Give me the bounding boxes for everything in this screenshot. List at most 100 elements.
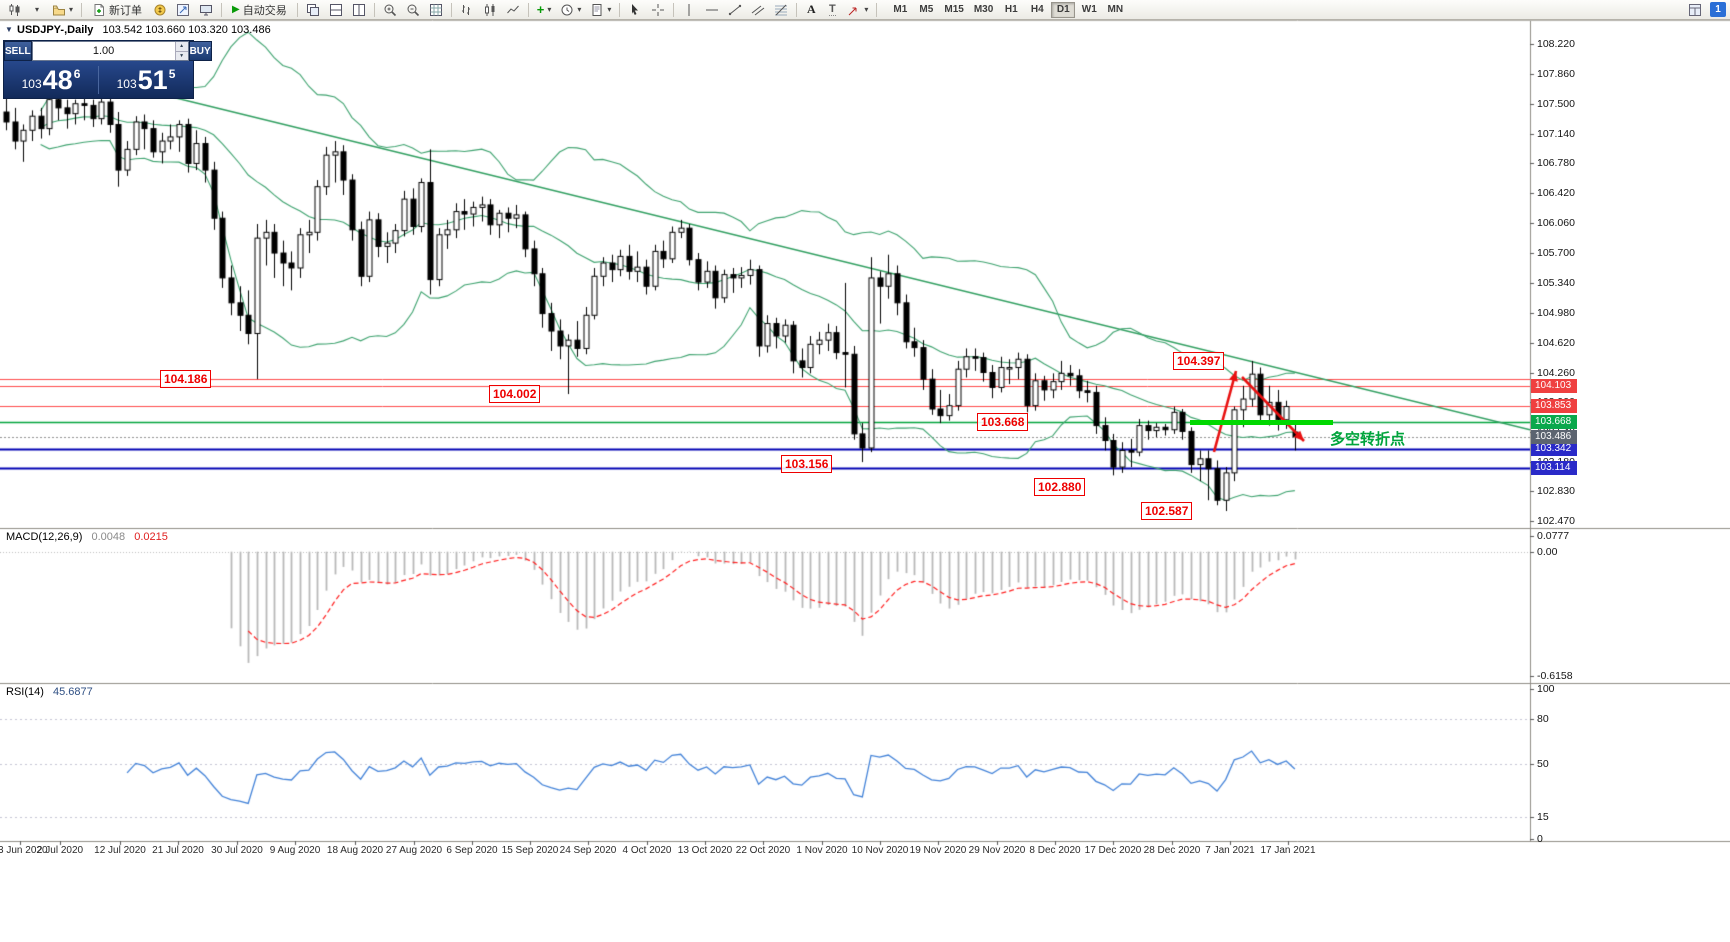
time-axis-label: 22 Oct 2020 (735, 845, 791, 856)
trendline-tool[interactable] (724, 1, 746, 19)
timeframe-button-m5[interactable]: M5 (919, 4, 934, 15)
terminal-button[interactable] (195, 1, 217, 19)
volume-up-icon[interactable]: ▲ (175, 42, 188, 52)
time-axis-label: 1 Nov 2020 (796, 845, 848, 856)
horizontal-line-tool[interactable] (701, 1, 723, 19)
price-axis-label: 106.060 (1537, 217, 1575, 230)
rsi-level-label: 15 (1537, 810, 1549, 823)
chart-symbol-header: USDJPY-,Daily 103.542 103.660 103.320 10… (17, 24, 271, 36)
rsi-level-label: 100 (1537, 683, 1555, 695)
timeframe-button-m15[interactable]: M15 (944, 4, 964, 15)
arrows-tool-button[interactable]: ▾ (843, 1, 872, 19)
price-annotation[interactable]: 104.002 (489, 384, 541, 403)
notification-badge[interactable]: 1 (1710, 2, 1726, 17)
price-level-tag: 103.342 (1531, 441, 1577, 456)
price-annotation[interactable]: 104.397 (1173, 352, 1225, 371)
add-indicator-button[interactable]: + ▾ (533, 1, 556, 19)
indicators-list-button[interactable] (425, 1, 447, 19)
buy-price-display[interactable]: 103 51 5 (99, 65, 193, 95)
rsi-indicator-header: RSI(14) 45.6877 (6, 686, 93, 698)
chevron-down-icon: ▾ (577, 4, 582, 14)
line-chart-mode-button[interactable] (502, 1, 524, 19)
price-level-tag: 103.668 (1531, 414, 1577, 429)
auto-trading-button[interactable]: ▶ 自动交易 (226, 1, 293, 19)
sell-price-display[interactable]: 103 48 6 (4, 65, 98, 95)
price-annotation[interactable]: 104.186 (160, 369, 212, 388)
tile-vertical-button[interactable] (348, 1, 370, 19)
auto-trading-label: 自动交易 (242, 4, 287, 17)
bar-chart-mode-button[interactable] (456, 1, 478, 19)
vertical-line-tool[interactable] (678, 1, 700, 19)
timeframe-button-m1[interactable]: M1 (893, 4, 908, 15)
ohlc-values: 103.542 103.660 103.320 103.486 (102, 24, 271, 36)
toolbar-separator (373, 2, 375, 17)
time-axis-label: 15 Sep 2020 (501, 845, 559, 856)
time-axis-label: 27 Aug 2020 (385, 845, 443, 856)
fibonacci-tool[interactable] (770, 1, 792, 19)
price-annotation[interactable]: 103.668 (977, 412, 1029, 431)
text-tool-button[interactable]: A (801, 1, 821, 19)
timeframe-button-d1[interactable]: D1 (1051, 1, 1076, 18)
templates-button[interactable]: ▾ (586, 1, 615, 19)
cascade-windows-button[interactable] (302, 1, 324, 19)
new-order-icon (94, 3, 105, 16)
volume-down-icon[interactable]: ▼ (175, 51, 188, 60)
rsi-value: 45.6877 (52, 686, 93, 698)
price-annotation[interactable]: 102.880 (1034, 477, 1086, 496)
new-chart-button[interactable] (4, 1, 26, 19)
main-toolbar: ▾ ▾ 新订单 ▶ 自动交易 + ▾ ▾ ▾ A T (0, 0, 1730, 20)
toolbar-separator (673, 2, 675, 17)
cursor-tool-button[interactable] (624, 1, 646, 19)
one-click-collapse-icon[interactable]: ▼ (5, 25, 13, 34)
time-axis-label: 24 Sep 2020 (559, 845, 617, 856)
zoom-out-button[interactable] (402, 1, 424, 19)
price-axis-label: 102.830 (1537, 485, 1575, 498)
tile-horizontal-button[interactable] (325, 1, 347, 19)
text-label-tool-button[interactable]: T (822, 1, 842, 19)
profiles-button[interactable]: ▾ (48, 1, 77, 19)
price-divider (98, 65, 99, 94)
time-axis-label: 29 Nov 2020 (968, 845, 1026, 856)
market-watch-button[interactable] (149, 1, 171, 19)
time-axis-label: 13 Oct 2020 (677, 845, 733, 856)
chevron-down-icon: ▾ (864, 4, 869, 14)
price-annotation[interactable]: 103.156 (781, 455, 833, 474)
price-annotation[interactable]: 102.587 (1141, 502, 1193, 521)
toolbar-separator (221, 2, 223, 17)
buy-price-point: 5 (168, 66, 176, 81)
candle-chart-mode-button[interactable] (479, 1, 501, 19)
macd-indicator-header: MACD(12,26,9) 0.0048 0.0215 (6, 531, 168, 543)
symbol-name: USDJPY-,Daily (17, 24, 94, 36)
chart-list-dropdown[interactable]: ▾ (27, 1, 47, 19)
new-order-button[interactable]: 新订单 (86, 1, 148, 19)
timeframe-button-h4[interactable]: H4 (1030, 4, 1044, 15)
macd-level-label: 0.00 (1537, 545, 1558, 558)
navigator-button[interactable] (172, 1, 194, 19)
price-axis-label: 102.470 (1537, 515, 1575, 527)
price-axis-label: 105.340 (1537, 276, 1575, 289)
toolbar-separator (796, 2, 798, 17)
volume-input[interactable] (32, 42, 175, 60)
timeframe-button-mn[interactable]: MN (1107, 4, 1124, 15)
price-axis-label: 106.780 (1537, 157, 1575, 170)
buy-price-handle: 103 (116, 76, 137, 91)
time-axis-label: 28 Dec 2020 (1143, 845, 1201, 856)
periods-button[interactable]: ▾ (556, 1, 585, 19)
price-axis-label: 106.420 (1537, 187, 1575, 200)
support-zone-bar[interactable] (1190, 419, 1333, 425)
timeframe-button-h1[interactable]: H1 (1004, 4, 1018, 15)
workspace-layout-button[interactable] (1684, 1, 1706, 19)
turning-point-label[interactable]: 多空转折点 (1330, 431, 1406, 448)
rsi-title: RSI(14) (6, 686, 44, 698)
price-axis-label: 104.620 (1537, 336, 1575, 349)
timeframe-button-w1[interactable]: W1 (1081, 4, 1097, 15)
price-level-tag: 103.114 (1531, 460, 1577, 475)
crosshair-tool-button[interactable] (647, 1, 669, 19)
zoom-in-button[interactable] (379, 1, 401, 19)
sell-button[interactable]: SELL (4, 41, 32, 61)
time-axis-label: 23 Jun 2020 (0, 845, 48, 856)
buy-button[interactable]: BUY (188, 41, 212, 61)
timeframe-button-m30[interactable]: M30 (973, 4, 994, 15)
channel-tool[interactable] (747, 1, 769, 19)
